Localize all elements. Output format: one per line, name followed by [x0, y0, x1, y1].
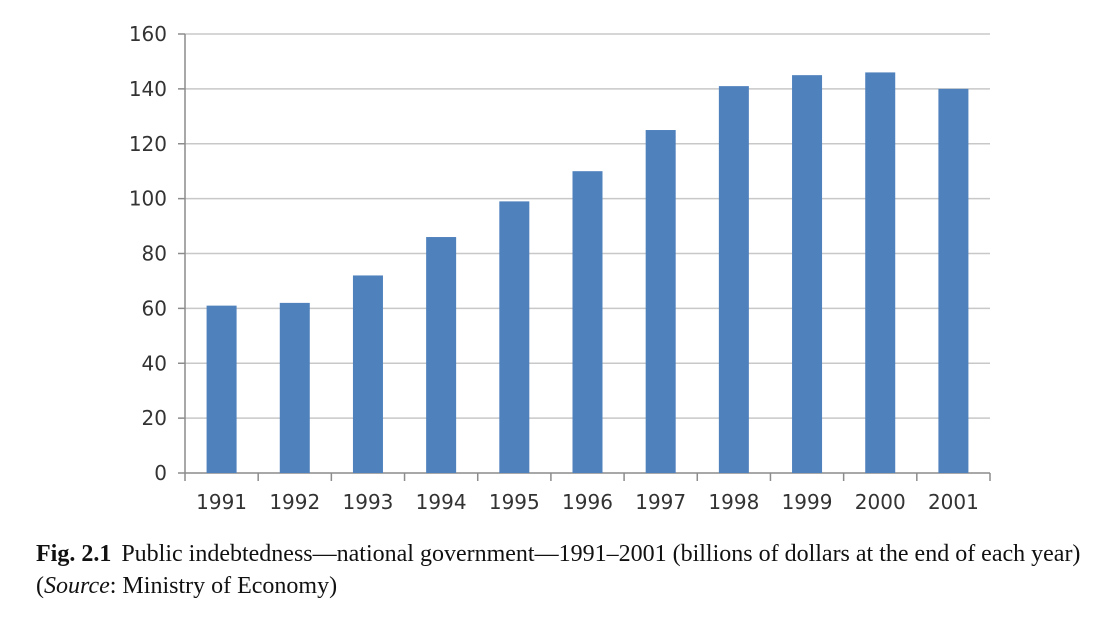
bar-1998 [718, 86, 749, 473]
x-tick-label: 1997 [635, 490, 686, 514]
x-tick-label: 1996 [562, 490, 613, 514]
x-tick-label: 1995 [489, 490, 540, 514]
caption-source-label: Source [44, 573, 110, 599]
x-tick-label: 1992 [269, 490, 320, 514]
bar-1991 [206, 305, 237, 473]
y-tick-label: 40 [142, 351, 167, 375]
bar-1999 [792, 75, 823, 473]
figure-number: Fig. 2.1 [36, 541, 112, 567]
bar-1997 [645, 130, 676, 473]
x-tick-label: 1994 [416, 490, 467, 514]
caption-text: Public indebtedness—national government—… [36, 541, 1081, 599]
y-tick-label: 60 [142, 296, 167, 320]
y-tick-label: 120 [129, 132, 167, 156]
caption-text-end: : Ministry of Economy) [109, 573, 338, 599]
y-tick-label: 0 [154, 461, 167, 485]
x-tick-label: 2000 [855, 490, 906, 514]
bar-chart: 0 20 40 60 80 100 120 140 160 1991 1992 1993 1994 199… [129, 22, 991, 514]
y-tick-label: 80 [142, 242, 167, 266]
bar-1995 [499, 201, 530, 473]
axes: 0 20 40 60 80 100 120 140 160 1991 1992 1993 1994 199… [129, 22, 991, 514]
bar-1993 [352, 275, 383, 473]
y-tick-label: 20 [142, 406, 167, 430]
bar-2001 [938, 88, 969, 473]
x-tick-label: 2001 [928, 490, 979, 514]
y-tick-label: 140 [129, 77, 167, 101]
figure-caption: Fig. 2.1 Public indebtedness—national gov… [36, 538, 1096, 602]
x-tick-label: 1998 [708, 490, 759, 514]
x-tick-label: 1993 [343, 490, 394, 514]
y-tick-label: 100 [129, 187, 167, 211]
bars [206, 72, 969, 473]
bar-1994 [426, 237, 457, 473]
bar-1996 [572, 171, 603, 473]
y-tick-label: 160 [129, 22, 167, 46]
x-tick-label: 1999 [782, 490, 833, 514]
bar-1992 [279, 302, 310, 473]
x-tick-label: 1991 [196, 490, 247, 514]
bar-2000 [865, 72, 896, 473]
